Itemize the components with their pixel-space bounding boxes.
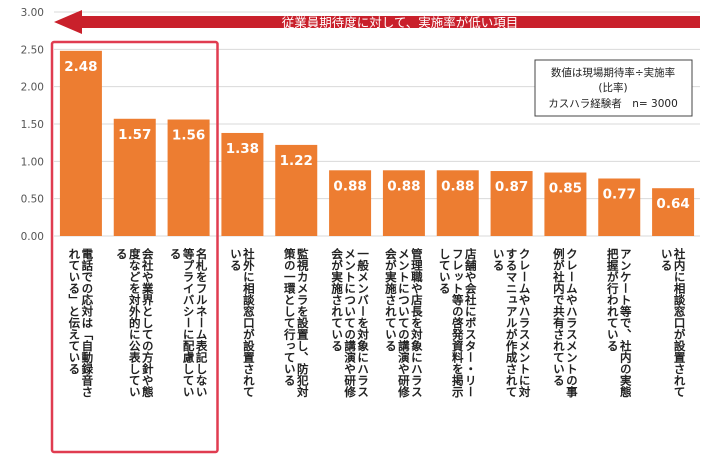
category-label: 一般メンバーを対象にハラス (356, 248, 370, 398)
y-tick-label: 3.00 (21, 7, 44, 19)
category-label: している (438, 248, 452, 295)
bar (652, 188, 695, 236)
bars: 2.48 1.57 1.56 1.38 1.22 0.88 0.88 0.88 0.87 0.85… (59, 50, 695, 237)
bar (113, 118, 156, 236)
y-tick-label: 1.50 (21, 119, 44, 131)
category-label: 社外に相談窓口が設置されて (242, 247, 256, 397)
category-label: 管理職や店長を対象にハラス (410, 247, 424, 397)
note-border (534, 59, 693, 117)
category-label: 電話での応対は「自動録音さ (80, 248, 94, 398)
category-label: 店舗や会社にポスター・リー (464, 247, 478, 397)
bar (59, 50, 102, 237)
bar (598, 178, 641, 236)
bar (329, 170, 372, 236)
value-label: 2.48 (64, 59, 97, 75)
category-label: クレームやハラスメントに対 (518, 248, 532, 398)
note-line-3: カスハラ経験者 n= 3000 (548, 97, 678, 110)
category-label: いる (660, 248, 674, 272)
y-tick-label: 2.00 (21, 82, 44, 94)
value-label: 1.57 (118, 127, 151, 143)
y-tick-label: 0.00 (21, 231, 44, 243)
category-label: メントについての講演や研修 (397, 248, 411, 398)
value-label: 0.64 (656, 196, 689, 212)
bar (382, 170, 425, 236)
category-label: 名札をフルネーム表記しない (195, 247, 209, 397)
category-label: 例が社内で共有されている (552, 247, 566, 387)
bar (436, 170, 479, 236)
value-label: 0.77 (603, 187, 636, 203)
category-label: 会社や業界としての方針や態 (141, 247, 155, 397)
highlight-box (50, 40, 219, 454)
value-label: 1.56 (172, 128, 205, 144)
banner-text: 従業員期待度に対して、実施率が低い項目 (282, 15, 519, 30)
category-label: クレームやハラスメントの事 (565, 248, 579, 398)
note-line-2: (比率) (598, 81, 627, 94)
category-label: 監視カメラを設置し、防犯対 (296, 247, 310, 398)
bar (275, 144, 318, 236)
note-box: 数値は現場期待率÷実施率 (比率) カスハラ経験者 n= 3000 (534, 59, 693, 117)
value-label: 0.87 (495, 179, 528, 195)
category-label: いる (492, 248, 506, 272)
category-label: 度などを対外的に公表してい (128, 247, 142, 397)
value-label: 0.85 (549, 181, 582, 197)
value-label: 0.88 (441, 178, 474, 194)
bar (544, 172, 587, 236)
category-label: 社内に相談窓口が設置されて (673, 247, 687, 397)
value-label: 0.88 (387, 178, 420, 194)
category-label: いる (229, 248, 243, 272)
y-tick-label: 2.50 (21, 44, 44, 56)
category-label: するマニュアルが作成されて (505, 248, 519, 398)
y-tick-label: 1.00 (21, 156, 44, 168)
category-label: アンケート等で、社内の実態 (619, 248, 633, 398)
category-label: 会が実施されている (330, 247, 344, 352)
note-line-1: 数値は現場期待率÷実施率 (551, 66, 675, 79)
bar (490, 171, 533, 236)
bar (167, 119, 210, 236)
y-tick-label: 0.50 (21, 194, 44, 206)
category-label: フレット等の啓発資料を掲示 (451, 248, 465, 398)
category-label: れている」と伝えている (67, 248, 81, 375)
category-label: 把握が行われている (606, 247, 620, 352)
value-label: 1.22 (280, 153, 313, 169)
category-label: 等プライバシーに配慮してい (182, 247, 196, 397)
category-label: 会が実施されている (384, 247, 398, 352)
banner: 従業員期待度に対して、実施率が低い項目 (54, 10, 700, 34)
bar (221, 132, 264, 236)
category-label: 策の一環として行っている (283, 247, 297, 387)
banner-arrow (54, 10, 700, 34)
category-label: る (169, 248, 183, 260)
category-label: メントについての講演や研修 (343, 248, 357, 398)
y-axis: 0.00 0.50 1.00 1.50 2.00 2.50 3.00 (21, 7, 44, 243)
value-label: 0.88 (333, 178, 366, 194)
value-label: 1.38 (226, 141, 259, 157)
category-label: る (115, 248, 129, 260)
gridlines (54, 11, 700, 237)
